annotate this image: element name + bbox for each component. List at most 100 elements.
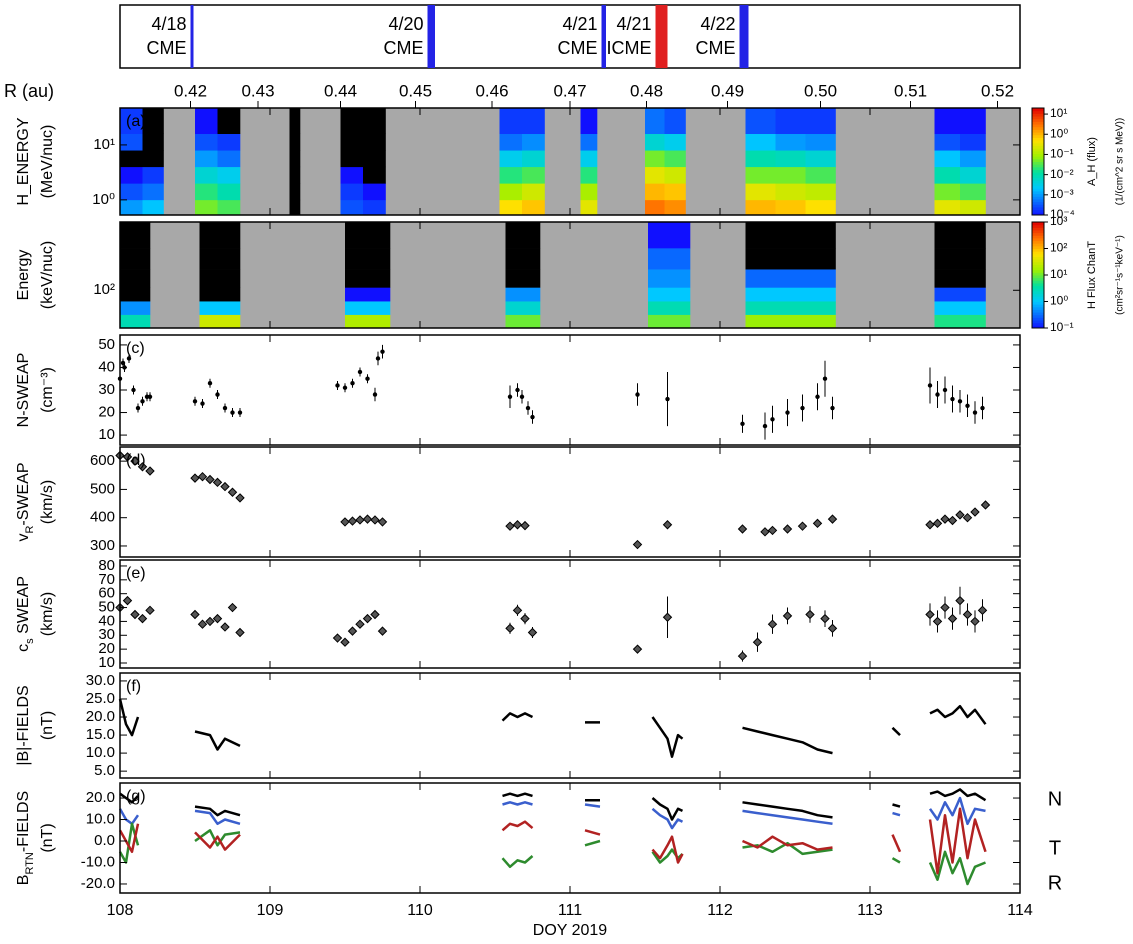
heatmap-cell <box>363 108 386 135</box>
colorbar-step <box>1032 150 1044 154</box>
heatmap-cell <box>363 183 386 201</box>
colorbar-step <box>1032 309 1044 313</box>
colorbar-step <box>1032 148 1044 152</box>
panel-frame <box>119 672 1021 779</box>
heatmap-cell <box>120 314 151 329</box>
colorbar-step <box>1032 261 1044 265</box>
colorbar-step <box>1032 108 1044 112</box>
data-point <box>737 524 748 534</box>
heatmap-cell <box>805 199 836 216</box>
heatmap-cell <box>805 133 836 151</box>
colorbar-unit: (cm²sr⁻¹s⁻¹keV⁻¹) <box>1115 235 1126 315</box>
heatmap-cell <box>934 199 961 216</box>
data-point <box>632 644 643 654</box>
heatmap-cell <box>120 150 143 168</box>
heatmap-cell <box>120 287 151 302</box>
colorbar-step <box>1032 116 1044 120</box>
data-point <box>332 633 343 643</box>
heatmap-cell <box>289 133 301 151</box>
heatmap-cell <box>934 248 986 270</box>
heatmap-cell <box>120 199 143 216</box>
data-point <box>797 521 808 531</box>
data-line <box>118 796 986 830</box>
heatmap-cell <box>745 150 776 168</box>
heatmap-cell <box>120 183 143 201</box>
y-tick-label: 20.0 <box>86 789 115 806</box>
colorbar-step <box>1032 201 1044 205</box>
y-axis-label: cs SWEAP <box>15 576 36 652</box>
colorbar-step <box>1032 253 1044 257</box>
colorbar-tick-label: 10⁻³ <box>1050 187 1074 201</box>
heatmap-cell <box>120 248 151 270</box>
heatmap-cell <box>363 133 386 151</box>
colorbar-step <box>1032 177 1044 181</box>
y-tick-label: -10.0 <box>81 853 115 870</box>
heatmap-cell <box>120 269 151 288</box>
data-point <box>200 401 205 406</box>
data-point <box>227 602 238 613</box>
colorbar-step <box>1032 172 1044 176</box>
event-bar <box>655 5 668 68</box>
data-point <box>122 595 133 606</box>
y-tick-label: 50 <box>98 336 115 353</box>
heatmap-cell <box>664 199 686 216</box>
data-point <box>377 626 388 636</box>
colorbar-step <box>1032 314 1044 318</box>
data-point <box>527 627 538 638</box>
heatmap-cell <box>199 248 241 270</box>
data-point <box>827 514 838 524</box>
data-point <box>972 410 978 415</box>
heatmap-cell <box>120 222 151 249</box>
top-axis-tick-label: 0.47 <box>553 81 586 100</box>
event-label: CME <box>558 38 598 58</box>
heatmap-cell <box>340 150 364 168</box>
event-bar <box>739 5 749 68</box>
panel-label: (b) <box>126 227 146 244</box>
colorbar-tick-label: 10³ <box>1050 214 1067 228</box>
heatmap-cell <box>645 150 665 168</box>
data-point <box>940 602 950 613</box>
top-axis-tick-label: 0.45 <box>399 81 432 100</box>
top-axis-tick-label: 0.51 <box>894 81 927 100</box>
heatmap-cell <box>199 222 241 249</box>
panel-label: (d) <box>126 452 146 469</box>
legend-label: N <box>1048 788 1062 810</box>
data-line <box>118 822 986 886</box>
data-point <box>977 605 988 616</box>
heatmap-cell <box>142 150 164 168</box>
data-point <box>512 520 523 530</box>
heatmap-cell <box>934 314 986 329</box>
data-point <box>205 474 215 485</box>
data-point <box>925 609 935 620</box>
y-axis-label-part: s <box>24 638 36 644</box>
heatmap-cell <box>775 150 806 168</box>
heatmap-cell <box>934 222 986 249</box>
event-label: 4/20 <box>388 14 423 34</box>
heatmap-cell <box>745 269 836 288</box>
colorbar-step <box>1032 272 1044 276</box>
data-point <box>515 387 520 393</box>
data-point <box>377 517 388 527</box>
y-tick-label: -20.0 <box>81 875 115 892</box>
heatmap-cell <box>499 199 523 216</box>
heatmap-cell <box>648 269 691 288</box>
y-tick-label: 15.0 <box>86 726 115 743</box>
colorbar-step <box>1032 140 1044 144</box>
data-point <box>137 462 148 472</box>
data-gap-background <box>120 108 1020 215</box>
colorbar-step <box>1032 164 1044 168</box>
top-axis-tick-label: 0.52 <box>981 81 1014 100</box>
data-point <box>237 410 243 415</box>
heatmap-cell <box>217 199 241 216</box>
x-tick-label: 110 <box>407 902 433 919</box>
colorbar-step <box>1032 296 1044 300</box>
heatmap-cell <box>505 314 541 329</box>
y-axis-label: Energy <box>15 250 32 301</box>
colorbar-step <box>1032 320 1044 324</box>
heatmap-cell <box>363 166 386 184</box>
data-point <box>752 637 763 647</box>
colorbar-tick-label: 10⁻² <box>1050 167 1074 181</box>
data-point <box>197 471 208 482</box>
y-axis-label-part: RTN <box>24 852 36 874</box>
data-point <box>962 609 973 620</box>
